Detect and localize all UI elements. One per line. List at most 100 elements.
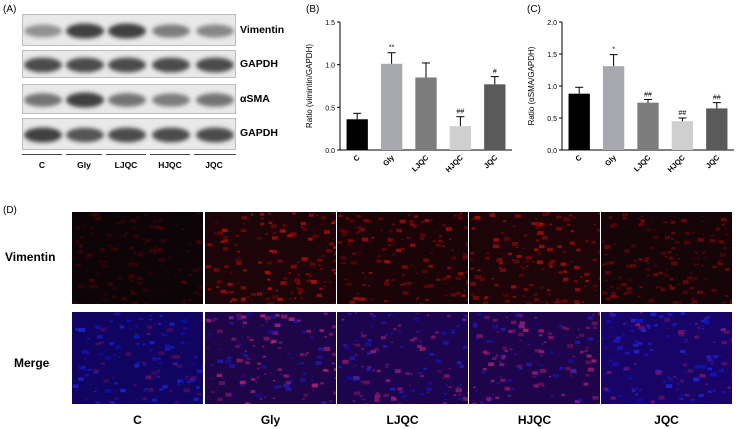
col-label-hjqc: HJQC (517, 413, 552, 427)
lane-line (106, 154, 146, 155)
blot-band (108, 57, 146, 73)
blot-band (108, 23, 146, 39)
y-tick-label: 1.5 (325, 20, 335, 27)
lane-label-hjqc: HJQC (158, 160, 182, 170)
significance-mark: ## (713, 95, 721, 102)
significance-mark: ## (679, 110, 687, 117)
row-label-vimentin: Vimentin (5, 250, 56, 264)
y-tick-label: 1.0 (325, 63, 335, 70)
lane-line (22, 154, 62, 155)
blot-asma-bands (24, 92, 234, 108)
micrograph-texture (205, 312, 336, 404)
blot-band (66, 127, 104, 143)
y-tick-label: 1.5 (547, 52, 557, 59)
bar (706, 108, 728, 150)
bar (346, 119, 368, 150)
blot-label-asma: αSMA (240, 93, 270, 105)
col-label-jqc: JQC (654, 413, 679, 427)
blot-vimentin-bands (24, 23, 234, 39)
micrograph-merge (337, 312, 468, 404)
lane-label-ljqc: LJQC (114, 160, 138, 170)
panel-label-d: (D) (3, 205, 17, 216)
x-tick-label: LJQC (632, 153, 653, 174)
x-tick-label: HJQC (666, 153, 688, 175)
blot-vimentin (22, 14, 236, 46)
bar (671, 121, 694, 150)
x-tick-label: Gly (603, 152, 618, 167)
blot-band (196, 127, 234, 143)
panel-label-c: (C) (527, 4, 541, 15)
blot-band (24, 57, 62, 73)
panel-label-b: (B) (306, 4, 320, 15)
micrograph-texture (205, 212, 336, 304)
blot-band (108, 127, 146, 143)
y-tick-label: 2.0 (547, 20, 557, 27)
y-axis-label: Ratio (vimintin/GAPDH) (305, 44, 314, 128)
blot-band (152, 93, 190, 107)
y-tick-label: 1.0 (547, 84, 557, 91)
bar-chart-vimentin: 0.0 0.5 1.0 1.5 Ratio (vimintin/GAPDH) C ** Gly… (305, 20, 512, 174)
col-label-c: C (133, 413, 142, 427)
blot-band (152, 24, 190, 38)
blot-band (24, 93, 62, 107)
x-tick-label: C (351, 153, 362, 164)
significance-mark: ## (457, 109, 465, 116)
y-tick-label: 0.0 (325, 148, 335, 155)
lane-line (150, 154, 190, 155)
blot-gapdh-2 (22, 118, 236, 150)
blot-label-gapdh-1: GAPDH (240, 58, 278, 70)
blot-band (196, 24, 234, 38)
blot-label-gapdh-2: GAPDH (240, 127, 278, 139)
blot-band (196, 93, 234, 107)
panel-label-a: (A) (3, 4, 17, 15)
blot-asma (22, 84, 236, 114)
x-tick-label: JQC (482, 153, 500, 171)
y-tick-label: 0.0 (547, 148, 557, 155)
lane-label-jqc: JQC (205, 160, 223, 170)
significance-mark: ** (389, 45, 395, 52)
blot-band (66, 57, 104, 73)
blot-band (24, 24, 62, 38)
blot-band (66, 92, 104, 108)
bar (637, 102, 659, 150)
y-axis-label: Ratio (αSMA/GAPDH) (527, 46, 536, 125)
lane-line (194, 154, 236, 155)
x-tick-label: JQC (704, 153, 722, 171)
significance-mark: * (612, 47, 615, 54)
x-tick-label: C (573, 153, 584, 164)
micrograph-vimentin (205, 212, 336, 304)
bar (415, 77, 437, 150)
lane-label-c: C (38, 160, 46, 170)
micrograph-texture (337, 212, 468, 304)
bar (449, 126, 472, 150)
y-tick-label: 0.5 (547, 116, 557, 123)
significance-mark: # (493, 69, 497, 76)
x-tick-label: Gly (381, 152, 396, 167)
blot-gapdh-2-bands (24, 127, 234, 143)
y-tick-label: 0.5 (325, 105, 335, 112)
micrograph-vimentin (469, 212, 600, 304)
micrograph-texture (72, 212, 203, 304)
significance-mark: ## (644, 91, 652, 98)
bar (568, 93, 590, 150)
blot-gapdh-1 (22, 50, 236, 78)
micrograph-merge (469, 312, 600, 404)
x-tick-label: LJQC (410, 153, 431, 174)
lane-line (66, 154, 102, 155)
blot-band (152, 127, 190, 143)
col-label-gly: Gly (260, 413, 281, 427)
blot-band (108, 93, 146, 107)
lane-label-gly: Gly (77, 160, 91, 170)
micrograph-texture (72, 312, 203, 404)
micrograph-merge (601, 312, 732, 404)
bar-chart-asma: 0.0 0.5 1.0 1.5 2.0 Ratio (αSMA/GAPDH) C * Gly ##… (527, 20, 734, 175)
micrograph-texture (469, 312, 600, 404)
bar (380, 63, 403, 150)
micrograph-merge (205, 312, 336, 404)
micrograph-merge (72, 312, 203, 404)
bar (602, 66, 625, 150)
blot-band (66, 23, 104, 39)
micrograph-vimentin (72, 212, 203, 304)
bar (484, 84, 506, 150)
micrograph-texture (469, 212, 600, 304)
